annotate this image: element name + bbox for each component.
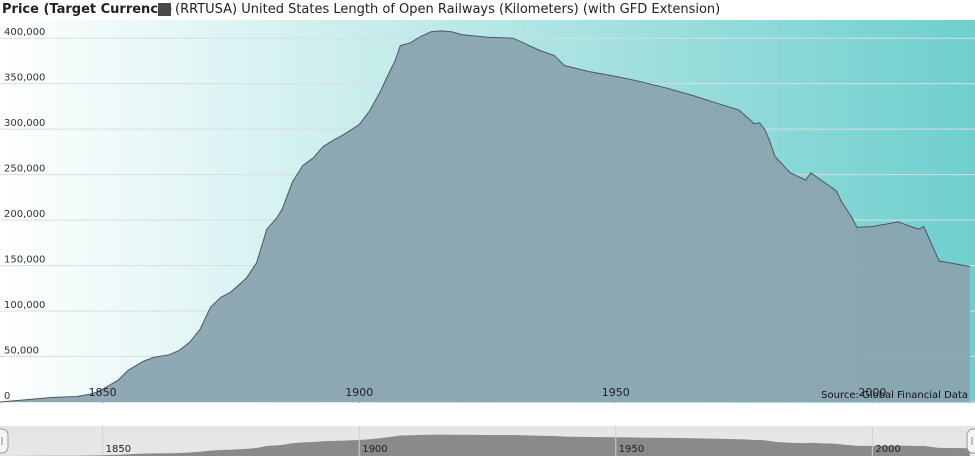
navigator-area [0,434,970,456]
y-tick-label: 100,000 [4,300,45,311]
x-tick-label: 2000 [858,386,886,399]
navigator-axis: 1850 1900 1950 2000 [102,426,901,456]
x-tick-label: 1900 [345,386,373,399]
y-tick-label: 400,000 [4,27,45,38]
y-tick-label: 150,000 [4,255,45,266]
navigator-tick-label: 2000 [875,444,900,455]
y-axis: 0 50,000 100,000 150,000 200,000 250,000 300,0… [4,27,45,402]
legend-title: Price (Target Currency) [2,2,173,17]
y-tick-label: 300,000 [4,118,45,129]
chart-legend: Price (Target Currency) (RRTUSA) United … [0,0,975,20]
navigator-right-handle[interactable] [966,428,975,454]
y-tick-label: 350,000 [4,73,45,84]
x-tick-label: 1850 [89,386,117,399]
y-tick-label: 200,000 [4,209,45,220]
legend-swatch [158,3,171,16]
y-tick-label: 250,000 [4,164,45,175]
y-tick-label: 0 [4,391,10,402]
main-chart[interactable]: 0 50,000 100,000 150,000 200,000 250,000 300,0… [0,20,975,403]
navigator-tick-label: 1900 [362,444,387,455]
x-axis: 1850 1900 1950 2000 [89,386,886,403]
y-tick-label: 50,000 [4,346,39,357]
source-label: Source: Global Financial Data [821,390,968,401]
navigator[interactable]: 1850 1900 1950 2000 [0,426,975,456]
navigator-tick-label: 1850 [106,444,131,455]
x-tick-label: 1950 [602,386,630,399]
navigator-left-handle[interactable] [0,428,9,454]
navigator-tick-label: 1950 [619,444,644,455]
series-area [0,30,970,403]
legend-series-label[interactable]: (RRTUSA) United States Length of Open Ra… [175,2,721,17]
series-line [0,30,970,403]
